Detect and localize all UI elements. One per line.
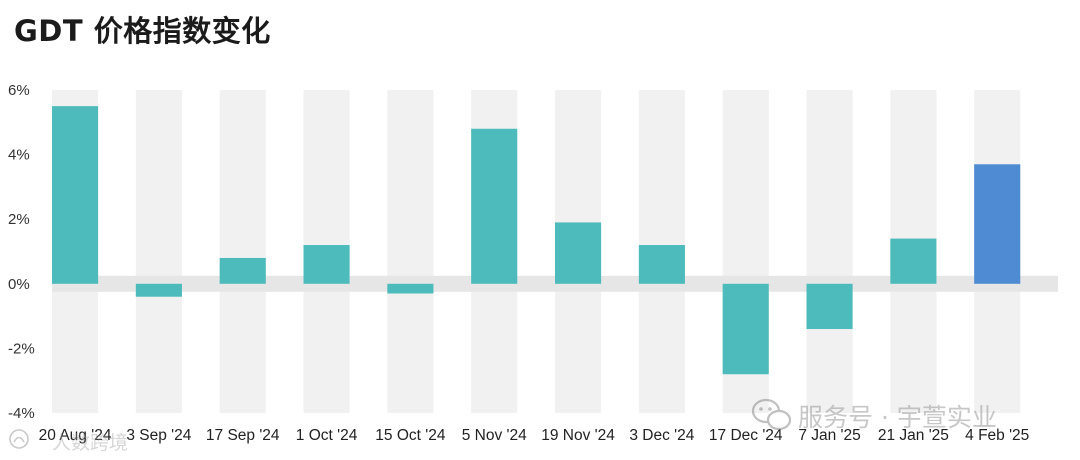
x-tick-label: 17 Sep '24 xyxy=(206,427,280,444)
background-bands xyxy=(52,90,1021,413)
bar xyxy=(471,128,518,284)
y-axis-ticks: 6% 4% 2% 0% -2% -4% xyxy=(8,82,35,422)
x-tick-label: 7 Jan '25 xyxy=(798,427,860,444)
category-band xyxy=(806,90,853,413)
wechat-icon xyxy=(751,398,792,431)
x-tick-label: 19 Nov '24 xyxy=(541,427,615,444)
corner-watermark: 人数跨境 xyxy=(9,429,128,454)
y-tick-label: 0% xyxy=(8,276,30,293)
x-axis-ticks: 20 Aug '24 3 Sep '24 17 Sep '24 1 Oct '24 15… xyxy=(39,427,1030,444)
bar xyxy=(638,245,685,284)
bar xyxy=(890,238,937,284)
y-tick-label: -2% xyxy=(8,340,35,357)
bar xyxy=(135,283,182,297)
category-band xyxy=(387,90,434,413)
wechat-watermark: 服务号 · 宇萱实业 xyxy=(751,398,997,432)
y-tick-label: -4% xyxy=(8,405,35,422)
category-band xyxy=(219,90,266,413)
x-tick-label: 15 Oct '24 xyxy=(375,427,446,444)
x-tick-label: 5 Nov '24 xyxy=(462,427,527,444)
y-tick-label: 4% xyxy=(8,147,30,164)
x-tick-label: 17 Dec '24 xyxy=(709,427,783,444)
x-tick-label: 3 Sep '24 xyxy=(126,427,191,444)
x-tick-label: 21 Jan '25 xyxy=(878,427,949,444)
watermark-left: 人数跨境 xyxy=(52,432,128,454)
bar xyxy=(806,283,853,330)
bar xyxy=(387,283,434,294)
bars xyxy=(52,106,1021,375)
x-tick-label: 1 Oct '24 xyxy=(296,427,358,444)
bar xyxy=(555,222,602,284)
x-tick-label: 3 Dec '24 xyxy=(629,427,694,444)
category-band xyxy=(135,90,182,413)
y-tick-label: 2% xyxy=(8,211,30,228)
bar xyxy=(974,164,1021,284)
y-tick-label: 6% xyxy=(8,82,30,99)
bar xyxy=(52,106,99,284)
watermark-logo-icon xyxy=(9,429,29,449)
bar xyxy=(722,283,769,375)
watermark-right: 服务号 · 宇萱实业 xyxy=(798,403,997,432)
bar xyxy=(303,245,350,284)
chart-title: GDT 价格指数变化 xyxy=(14,14,271,48)
x-tick-label: 4 Feb '25 xyxy=(965,427,1029,444)
x-tick-label: 20 Aug '24 xyxy=(39,427,112,444)
bar xyxy=(219,257,266,284)
